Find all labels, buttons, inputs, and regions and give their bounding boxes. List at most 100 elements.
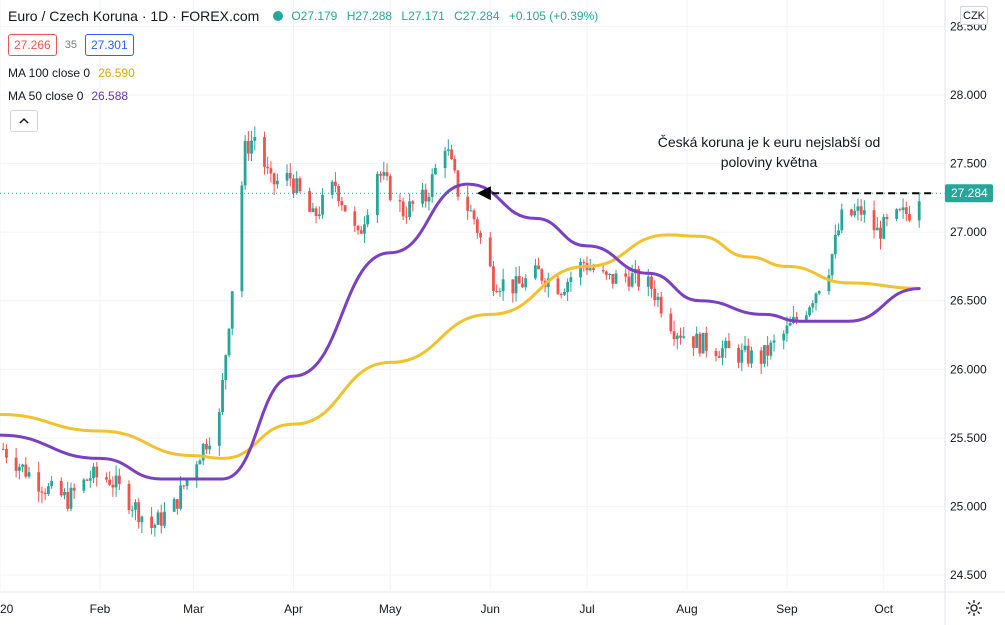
candle-body <box>82 479 86 491</box>
ma100-line <box>0 233 921 460</box>
legend-header: Euro / Czech Koruna · 1D · FOREX.com O27… <box>8 8 604 24</box>
candle-body <box>453 159 457 171</box>
candle-body <box>850 209 853 216</box>
candle-body <box>833 234 837 255</box>
candle-body <box>275 180 279 185</box>
y-tick-label: 26.500 <box>950 294 987 308</box>
candle-body <box>908 213 911 221</box>
candle-body <box>717 356 721 358</box>
ma50-label: MA 50 close 0 <box>8 89 84 103</box>
candle-body <box>656 296 660 301</box>
candle-body <box>314 208 318 216</box>
candle-body <box>195 464 199 480</box>
candle-body <box>650 276 653 289</box>
candle-body <box>37 472 41 492</box>
candle-body <box>498 291 502 293</box>
candle-body <box>856 206 860 211</box>
candle-body <box>769 342 773 356</box>
candle-body <box>140 516 144 523</box>
symbol-title[interactable]: Euro / Czech Koruna · 1D · FOREX.com <box>8 8 260 24</box>
candle-body <box>95 466 99 478</box>
candle-body <box>153 524 157 528</box>
candle-body <box>111 484 115 488</box>
candle-body <box>179 485 183 509</box>
candle-body <box>521 283 524 288</box>
candle-body <box>156 512 160 525</box>
candle-body <box>872 210 876 231</box>
candle-body <box>750 350 753 364</box>
candle-body <box>859 206 863 215</box>
candle-body <box>788 323 792 326</box>
currency-badge[interactable]: CZK <box>960 6 988 25</box>
candle-body <box>434 168 437 175</box>
candle-body <box>840 209 844 231</box>
spread-value: 35 <box>64 39 77 51</box>
candle-body <box>882 216 886 239</box>
candle-body <box>108 479 112 485</box>
candle-body <box>1 448 5 450</box>
candle-body <box>334 181 337 186</box>
candle-body <box>879 227 882 239</box>
candle-body <box>524 278 528 288</box>
candle-body <box>479 232 482 238</box>
high-value: H27.288 <box>346 9 393 23</box>
candle-body <box>43 492 47 495</box>
buy-price-button[interactable]: 27.301 <box>84 34 134 56</box>
x-tick-label: Jun <box>481 602 500 616</box>
candle-body <box>724 340 728 349</box>
candle-body <box>375 173 379 216</box>
candle-body <box>608 273 611 276</box>
status-dot-icon <box>273 11 284 21</box>
candle-body <box>811 303 815 308</box>
candle-body <box>637 268 641 287</box>
candle-body <box>743 345 747 350</box>
x-tick-label: Mar <box>183 602 204 616</box>
candle-body <box>27 472 31 477</box>
candle-body <box>227 328 231 356</box>
candle-body <box>646 276 650 287</box>
candle-body <box>853 210 857 216</box>
candle-body <box>379 173 382 176</box>
candle-body <box>295 178 299 193</box>
candle-body <box>762 345 766 364</box>
candle-body <box>185 479 189 486</box>
candle-body <box>127 483 131 511</box>
candle-body <box>411 201 415 204</box>
chevron-up-icon <box>19 117 29 124</box>
candle-body <box>398 200 402 202</box>
close-value: C27.284 <box>454 9 500 23</box>
candle-body <box>559 294 563 296</box>
x-tick-label: May <box>379 602 402 616</box>
candle-body <box>917 201 921 221</box>
sell-price-button[interactable]: 27.266 <box>8 34 57 56</box>
candle-body <box>569 277 573 282</box>
gear-icon[interactable] <box>964 598 984 618</box>
x-tick-label: Feb <box>90 602 111 616</box>
candle-body <box>266 166 270 169</box>
candle-body <box>292 178 295 193</box>
candle-body <box>624 273 628 277</box>
y-tick-label: 24.500 <box>950 568 987 582</box>
candle-body <box>134 502 137 510</box>
candle-body <box>746 345 750 364</box>
candle-body <box>704 332 708 351</box>
candle-body <box>285 172 289 181</box>
candle-body <box>579 262 582 278</box>
candle-body <box>356 225 360 231</box>
candle-body <box>675 335 679 340</box>
grid-lines <box>0 0 945 590</box>
candle-body <box>353 211 357 226</box>
candle-body <box>24 464 28 477</box>
candle-body <box>727 340 731 349</box>
candle-body <box>672 331 676 340</box>
candle-body <box>795 316 799 321</box>
candle-body <box>904 207 908 214</box>
candle-body <box>424 189 428 202</box>
collapse-legend-button[interactable] <box>10 110 38 132</box>
ma50-legend[interactable]: MA 50 close 0 26.588 <box>8 89 128 103</box>
candle-body <box>837 230 840 235</box>
y-tick-label: 27.500 <box>950 157 987 171</box>
candle-body <box>5 449 8 458</box>
ma100-legend[interactable]: MA 100 close 0 26.590 <box>8 66 135 80</box>
